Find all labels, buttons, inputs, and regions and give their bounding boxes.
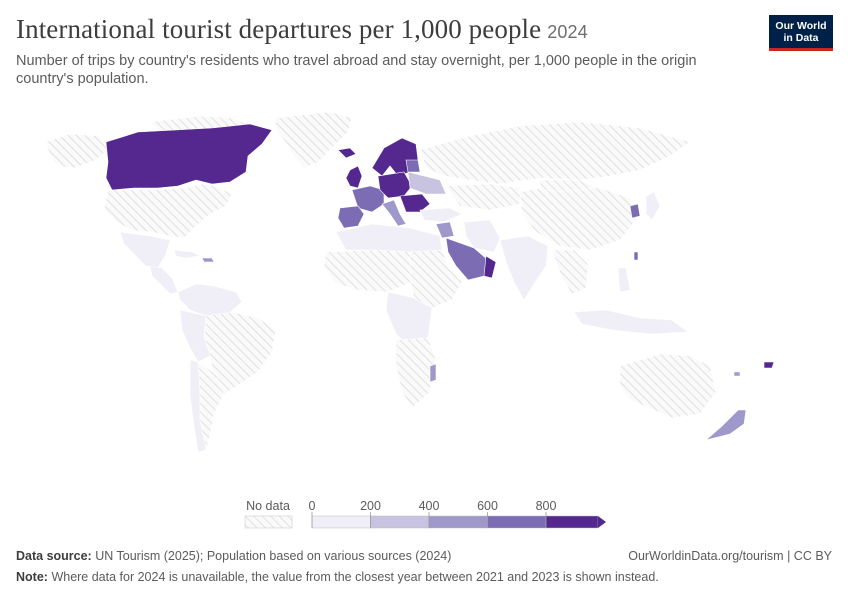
legend-tick-label-0: 0	[309, 499, 316, 513]
legend-arrow-tip	[598, 516, 606, 528]
legend-bin-1	[370, 515, 430, 529]
region-new-caledonia[interactable]	[763, 361, 775, 369]
legend-tick-label-4: 800	[536, 499, 557, 513]
footer-source: Data source: UN Tourism (2025); Populati…	[16, 549, 451, 563]
region-cuba[interactable]	[173, 249, 201, 259]
region-eastern-europe[interactable]	[407, 171, 447, 195]
region-uk-ireland[interactable]	[345, 165, 363, 189]
world-map[interactable]	[0, 100, 850, 490]
region-indonesia[interactable]	[573, 309, 689, 335]
region-japan[interactable]	[645, 191, 661, 221]
region-baltics[interactable]	[405, 159, 421, 173]
owid-logo[interactable]: Our World in Data	[769, 15, 833, 51]
region-philippines[interactable]	[617, 267, 631, 293]
region-madagascar[interactable]	[429, 363, 437, 383]
region-east-africa[interactable]	[409, 249, 463, 309]
source-label: Data source:	[16, 549, 92, 563]
region-pacific-island[interactable]	[733, 371, 741, 377]
legend-no-data-swatch	[244, 515, 293, 529]
region-russia[interactable]	[419, 121, 691, 185]
region-saudi-arabia[interactable]	[445, 237, 489, 281]
region-kazakhstan[interactable]	[445, 183, 521, 211]
region-peru-bolivia[interactable]	[179, 309, 211, 363]
region-iceland[interactable]	[337, 147, 357, 159]
title-year: 2024	[547, 22, 588, 42]
note-text: Where data for 2024 is unavailable, the …	[51, 570, 659, 584]
region-southeast-asia[interactable]	[551, 249, 589, 295]
region-west-africa[interactable]	[323, 249, 413, 293]
region-iberia[interactable]	[337, 205, 365, 229]
region-turkey[interactable]	[419, 207, 463, 223]
legend-tick-label-1: 200	[360, 499, 381, 513]
region-colombia-venezuela[interactable]	[177, 283, 243, 317]
region-china[interactable]	[519, 183, 637, 251]
region-new-zealand[interactable]	[705, 409, 747, 441]
region-southern-africa[interactable]	[395, 337, 437, 409]
legend-tick-label-2: 400	[419, 499, 440, 513]
footer-link[interactable]: OurWorldinData.org/tourism | CC BY	[628, 549, 832, 563]
region-hispaniola[interactable]	[201, 257, 215, 263]
region-italy[interactable]	[381, 199, 407, 227]
legend-no-data-label: No data	[246, 499, 290, 513]
source-text: UN Tourism (2025); Population based on v…	[95, 549, 452, 563]
region-canada[interactable]	[105, 123, 273, 191]
region-usa[interactable]	[103, 183, 233, 239]
region-korea[interactable]	[629, 203, 641, 219]
region-mexico[interactable]	[119, 231, 171, 269]
region-india[interactable]	[499, 235, 549, 301]
region-iran[interactable]	[463, 219, 501, 253]
region-greenland[interactable]	[274, 111, 353, 169]
logo-line-1: Our World	[775, 20, 827, 32]
title-text: International tourist departures per 1,0…	[16, 14, 542, 44]
legend-bin-3	[487, 515, 547, 529]
note-label: Note:	[16, 570, 48, 584]
region-alaska[interactable]	[45, 133, 109, 169]
region-mongolia[interactable]	[539, 179, 598, 193]
region-levant[interactable]	[435, 221, 455, 239]
region-argentina[interactable]	[197, 361, 225, 451]
legend-bin-2	[428, 515, 488, 529]
chart-title: International tourist departures per 1,0…	[16, 14, 588, 45]
region-oman[interactable]	[483, 255, 497, 279]
legend-bin-4	[545, 515, 599, 529]
chart-subtitle: Number of trips by country's residents w…	[16, 53, 697, 87]
region-balkans[interactable]	[399, 193, 431, 213]
region-taiwan[interactable]	[633, 251, 639, 261]
footer-note: Note: Where data for 2024 is unavailable…	[16, 570, 659, 584]
legend-tick-label-3: 600	[477, 499, 498, 513]
region-north-africa[interactable]	[335, 223, 443, 253]
legend-bin-0	[311, 515, 371, 529]
logo-line-2: in Data	[783, 32, 819, 44]
region-central-america[interactable]	[149, 265, 179, 295]
region-australia[interactable]	[619, 353, 717, 419]
